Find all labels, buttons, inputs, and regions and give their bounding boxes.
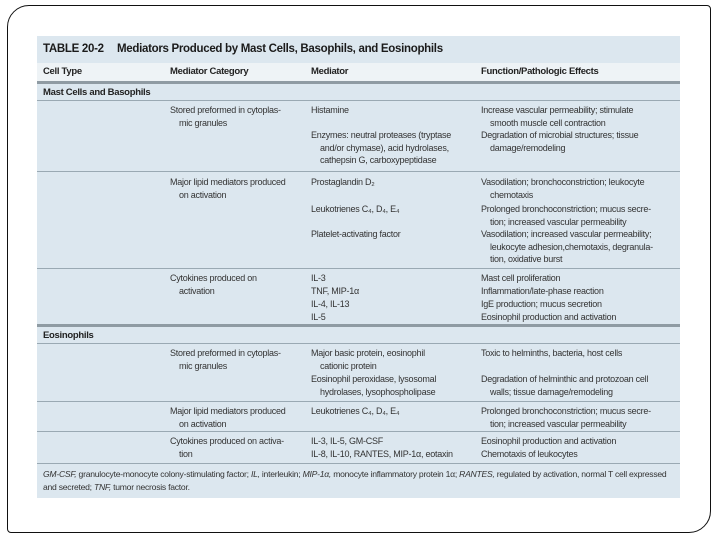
- table-title: Mediators Produced by Mast Cells, Basoph…: [117, 43, 443, 55]
- table-number: TABLE 20-2: [43, 43, 104, 55]
- footnote-def: interleukin;: [259, 469, 303, 479]
- category-cell: Major lipid mediators produced on activa…: [170, 177, 286, 200]
- footnote-def: monocyte inflammatory protein 1α;: [331, 469, 460, 479]
- mediator-cell: IL-3: [311, 273, 326, 283]
- mediator-cell: TNF, MIP-1α: [311, 286, 359, 296]
- footnote-abbr: GM-CSF,: [43, 469, 77, 479]
- function-cell: Eosinophil production and activation: [481, 312, 617, 322]
- function-cell: Eosinophil production and activation Che…: [481, 436, 617, 459]
- function-cell: Increase vascular permeability; stimulat…: [481, 105, 634, 128]
- function-cell: Mast cell proliferation: [481, 273, 561, 283]
- function-cell: Toxic to helminths, bacteria, host cells: [481, 348, 623, 358]
- section-mast-cells: Mast Cells and Basophils: [37, 84, 680, 101]
- mediator-cell: Enzymes: neutral proteases (tryptase and…: [311, 130, 452, 165]
- footnote-def: granulocyte-monocyte colony-stimulating …: [76, 469, 251, 479]
- table-row: Cytokines produced on activation IL-3 Ma…: [37, 269, 680, 327]
- function-cell: Degradation of helminthic and protozoan …: [481, 374, 649, 397]
- footnote-abbr: MIP-1α,: [302, 469, 332, 479]
- header-mediator: Mediator: [311, 66, 349, 77]
- mediator-cell: Prostaglandin D₂: [311, 177, 375, 187]
- mediator-cell: Histamine: [311, 105, 349, 115]
- footnote-def: regulated by activation, normal T cell e…: [43, 469, 667, 492]
- mediator-cell: Leukotrienes C₄, D₄, E₄: [311, 406, 400, 416]
- function-cell: IgE production; mucus secretion: [481, 299, 602, 309]
- mediator-cell: Eosinophil peroxidase, lysosomal hydrola…: [311, 374, 437, 397]
- mediators-table: TABLE 20-2 Mediators Produced by Mast Ce…: [37, 36, 680, 498]
- header-function: Function/Pathologic Effects: [481, 66, 599, 77]
- section-eosinophils: Eosinophils: [37, 327, 680, 344]
- function-cell: Vasodilation; increased vascular permeab…: [481, 229, 653, 264]
- section-label: Mast Cells and Basophils: [43, 87, 151, 98]
- function-cell: Degradation of microbial structures; tis…: [481, 130, 639, 153]
- table-title-bar: TABLE 20-2 Mediators Produced by Mast Ce…: [37, 36, 680, 64]
- table-row: Stored preformed in cytoplas- mic granul…: [37, 343, 680, 402]
- slide-frame: [7, 5, 711, 533]
- table-row: Major lipid mediators produced on activa…: [37, 172, 680, 269]
- function-cell: Inflammation/late-phase reaction: [481, 286, 604, 296]
- footnote-abbr: RANTES,: [459, 469, 495, 479]
- mediator-cell: IL-5: [311, 312, 326, 322]
- header-cell-type: Cell Type: [43, 66, 82, 77]
- function-cell: Prolonged bronchoconstriction; mucus sec…: [481, 406, 651, 429]
- mediator-cell: Major basic protein, eosinophil cationic…: [311, 348, 425, 371]
- table-row: Cytokines produced on activa- tion IL-3,…: [37, 432, 680, 464]
- footnote-def: tumor necrosis factor.: [110, 482, 190, 492]
- mediator-cell: IL-3, IL-5, GM-CSF IL-8, IL-10, RANTES, …: [311, 436, 453, 459]
- mediator-cell: IL-4, IL-13: [311, 299, 350, 309]
- table-row: Major lipid mediators produced on activa…: [37, 402, 680, 432]
- function-cell: Vasodilation; bronchoconstriction; leuko…: [481, 177, 645, 200]
- footnote-abbr: IL,: [250, 469, 260, 479]
- table-header-row: Cell Type Mediator Category Mediator Fun…: [37, 63, 680, 84]
- category-cell: Stored preformed in cytoplas- mic granul…: [170, 348, 281, 371]
- table-footnote: GM-CSF, granulocyte-monocyte colony-stim…: [43, 468, 673, 494]
- category-cell: Major lipid mediators produced on activa…: [170, 406, 286, 429]
- mediator-cell: Leukotrienes C₄, D₄, E₄: [311, 204, 400, 214]
- category-cell: Cytokines produced on activation: [170, 273, 257, 296]
- table-row: Stored preformed in cytoplas- mic granul…: [37, 100, 680, 172]
- footnote-abbr: TNF,: [93, 482, 111, 492]
- category-cell: Cytokines produced on activa- tion: [170, 436, 284, 459]
- function-cell: Prolonged bronchoconstriction; mucus sec…: [481, 204, 651, 227]
- category-cell: Stored preformed in cytoplas- mic granul…: [170, 105, 281, 128]
- section-label: Eosinophils: [43, 330, 94, 341]
- header-mediator-category: Mediator Category: [170, 66, 249, 77]
- mediator-cell: Platelet-activating factor: [311, 229, 401, 239]
